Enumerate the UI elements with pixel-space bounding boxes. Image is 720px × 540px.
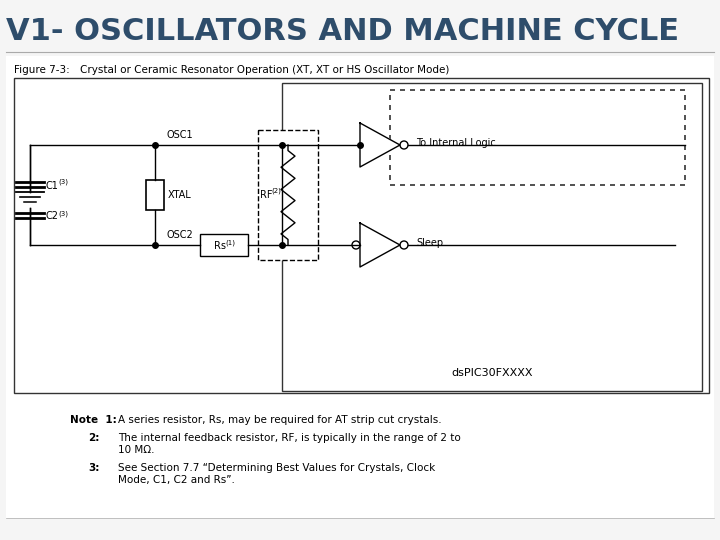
- Text: Mode, C1, C2 and Rs”.: Mode, C1, C2 and Rs”.: [118, 475, 235, 485]
- Circle shape: [400, 141, 408, 149]
- Text: Sleep: Sleep: [416, 238, 443, 248]
- Text: 2:: 2:: [88, 433, 99, 443]
- Text: C2: C2: [46, 211, 59, 221]
- Text: RF: RF: [260, 190, 272, 200]
- Text: OSC1: OSC1: [167, 130, 193, 140]
- Bar: [200, 234, 248, 256]
- Circle shape: [352, 241, 360, 249]
- Polygon shape: [360, 123, 400, 167]
- Text: (3): (3): [58, 211, 68, 217]
- Bar: [282, 83, 702, 391]
- Text: (1): (1): [225, 240, 235, 246]
- Text: Rs: Rs: [214, 241, 226, 251]
- Text: Note  1:: Note 1:: [70, 415, 117, 425]
- Bar: [258, 130, 318, 260]
- Text: 10 MΩ.: 10 MΩ.: [118, 445, 155, 455]
- Text: V1- OSCILLATORS AND MACHINE CYCLE: V1- OSCILLATORS AND MACHINE CYCLE: [6, 17, 679, 46]
- Text: To Internal Logic: To Internal Logic: [416, 138, 496, 148]
- Polygon shape: [360, 223, 400, 267]
- Text: The internal feedback resistor, RF, is typically in the range of 2 to: The internal feedback resistor, RF, is t…: [118, 433, 461, 443]
- Text: (3): (3): [58, 179, 68, 185]
- Text: 3:: 3:: [88, 463, 99, 473]
- Text: Crystal or Ceramic Resonator Operation (XT, XT or HS Oscillator Mode): Crystal or Ceramic Resonator Operation (…: [80, 65, 449, 75]
- Text: A series resistor, Rs, may be required for AT strip cut crystals.: A series resistor, Rs, may be required f…: [118, 415, 441, 425]
- Text: See Section 7.7 “Determining Best Values for Crystals, Clock: See Section 7.7 “Determining Best Values…: [118, 463, 436, 473]
- Circle shape: [400, 241, 408, 249]
- Text: dsPIC30FXXXX: dsPIC30FXXXX: [451, 368, 533, 378]
- Text: Figure 7-3:: Figure 7-3:: [14, 65, 70, 75]
- Bar: [390, 90, 685, 185]
- Bar: [6, 56, 714, 518]
- Text: C1: C1: [46, 181, 59, 191]
- Bar: [14, 78, 709, 393]
- Bar: [146, 180, 164, 210]
- Text: OSC2: OSC2: [166, 230, 194, 240]
- Text: (2): (2): [271, 188, 281, 194]
- Text: XTAL: XTAL: [168, 190, 192, 200]
